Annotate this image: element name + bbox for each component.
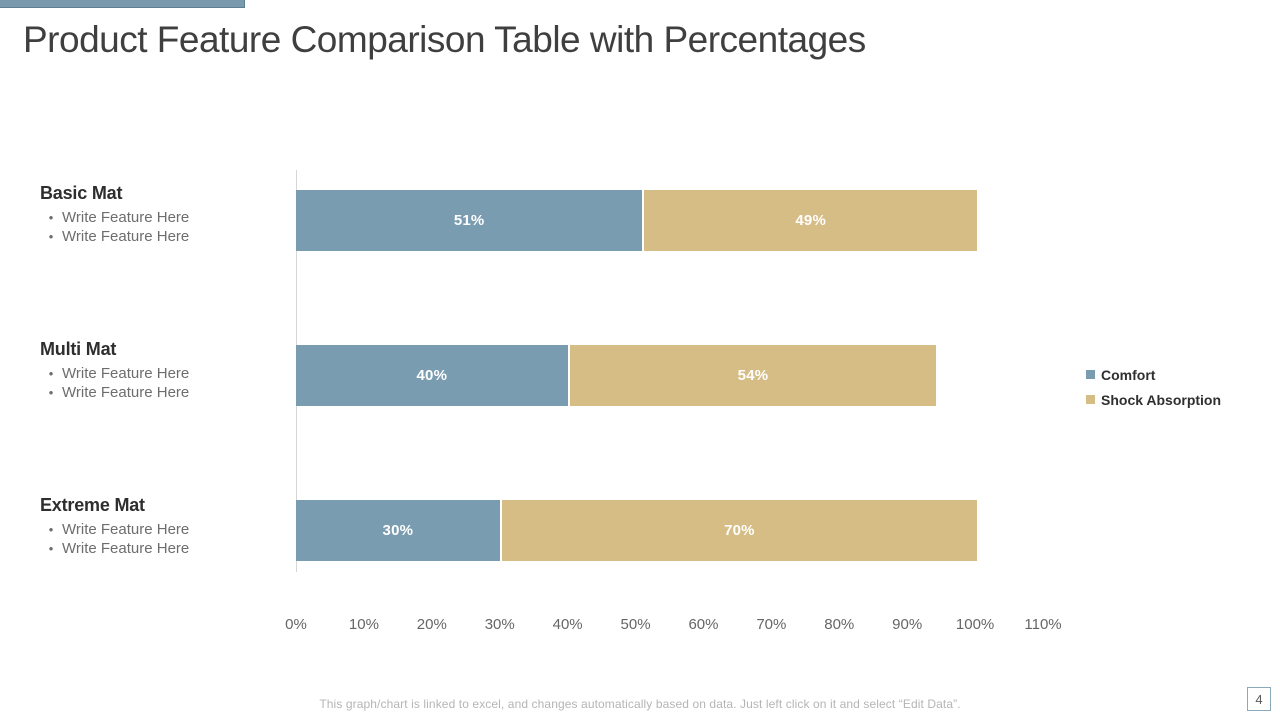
- bar-segment-comfort[interactable]: 40%: [296, 345, 568, 406]
- bar-value-label: 30%: [382, 522, 414, 539]
- bar-segment-shock-absorption[interactable]: 49%: [644, 190, 978, 251]
- x-axis-tick-label: 100%: [955, 616, 995, 633]
- bullet-icon: •: [48, 541, 54, 556]
- legend-item-shock-absorption[interactable]: Shock Absorption: [1086, 387, 1221, 412]
- bar-value-label: 40%: [416, 367, 448, 384]
- x-axis-tick-label: 90%: [892, 616, 923, 633]
- bullet-icon: •: [48, 229, 54, 244]
- x-axis-tick-label: 50%: [620, 616, 651, 633]
- x-axis-tick-label: 70%: [756, 616, 787, 633]
- category-feature-text: Write Feature Here: [62, 365, 190, 382]
- page-title[interactable]: Product Feature Comparison Table with Pe…: [23, 19, 866, 60]
- x-axis-tick-label: 80%: [824, 616, 855, 633]
- x-axis-tick-label: 60%: [688, 616, 719, 633]
- bar-row: 51% 49%: [296, 190, 979, 251]
- category-feature-bullet: • Write Feature Here: [40, 364, 290, 383]
- x-axis-tick-label: 40%: [552, 616, 583, 633]
- x-axis: 0% 10% 20% 30% 40% 50% 60% 70% 80% 90% 100% 110%: [285, 616, 1061, 636]
- category-title: Multi Mat: [40, 339, 117, 359]
- bar-segment-shock-absorption[interactable]: 54%: [569, 345, 937, 406]
- category-feature-text: Write Feature Here: [62, 521, 190, 538]
- category-feature-text: Write Feature Here: [62, 209, 190, 226]
- bullet-icon: •: [48, 210, 54, 225]
- page-number-box: 4: [1247, 687, 1271, 711]
- legend-label: Comfort: [1101, 366, 1156, 383]
- category-title: Extreme Mat: [40, 495, 145, 515]
- chart-plot[interactable]: 51% 49% 40% 54% 30% 70%: [296, 170, 1043, 572]
- category-feature-bullet: • Write Feature Here: [40, 383, 290, 402]
- bar-segment-comfort[interactable]: 30%: [296, 500, 500, 561]
- bar-value-label: 49%: [795, 212, 827, 229]
- category-label-block[interactable]: Extreme Mat • Write Feature Here • Write Fea…: [40, 495, 290, 558]
- bar-value-label: 70%: [724, 522, 755, 539]
- x-axis-tick-label: 110%: [1024, 616, 1062, 633]
- category-title: Basic Mat: [40, 183, 123, 203]
- bullet-icon: •: [48, 385, 54, 400]
- category-feature-bullet: • Write Feature Here: [40, 539, 290, 558]
- bar-row: 40% 54%: [296, 345, 938, 406]
- legend-swatch-icon: [1086, 370, 1095, 379]
- category-feature-text: Write Feature Here: [62, 540, 190, 557]
- legend-item-comfort[interactable]: Comfort: [1086, 362, 1221, 387]
- category-feature-bullet: • Write Feature Here: [40, 227, 290, 246]
- x-axis-tick-label: 20%: [416, 616, 447, 633]
- bar-segment-comfort[interactable]: 51%: [296, 190, 643, 251]
- page-number: 4: [1255, 691, 1263, 707]
- footer-note: This graph/chart is linked to excel, and…: [319, 697, 961, 711]
- bar-value-label: 51%: [453, 212, 485, 229]
- category-label-block[interactable]: Multi Mat • Write Feature Here • Write Featu…: [40, 339, 290, 402]
- x-axis-tick-label: 30%: [484, 616, 515, 633]
- x-axis-tick-label: 10%: [348, 616, 379, 633]
- category-feature-text: Write Feature Here: [62, 384, 190, 401]
- legend-label: Shock Absorption: [1101, 391, 1222, 408]
- legend-swatch-icon: [1086, 395, 1095, 404]
- chart-legend: Comfort Shock Absorption: [1086, 362, 1221, 412]
- x-axis-tick-label: 0%: [285, 616, 307, 633]
- bar-row: 30% 70%: [296, 500, 979, 561]
- bullet-icon: •: [48, 522, 54, 537]
- category-feature-bullet: • Write Feature Here: [40, 208, 290, 227]
- category-feature-text: Write Feature Here: [62, 228, 190, 245]
- category-label-block[interactable]: Basic Mat • Write Feature Here • Write Featu…: [40, 183, 290, 246]
- slide-accent-bar: [0, 0, 245, 8]
- bar-segment-shock-absorption[interactable]: 70%: [501, 500, 978, 561]
- bullet-icon: •: [48, 366, 54, 381]
- category-feature-bullet: • Write Feature Here: [40, 520, 290, 539]
- bar-value-label: 54%: [737, 367, 769, 384]
